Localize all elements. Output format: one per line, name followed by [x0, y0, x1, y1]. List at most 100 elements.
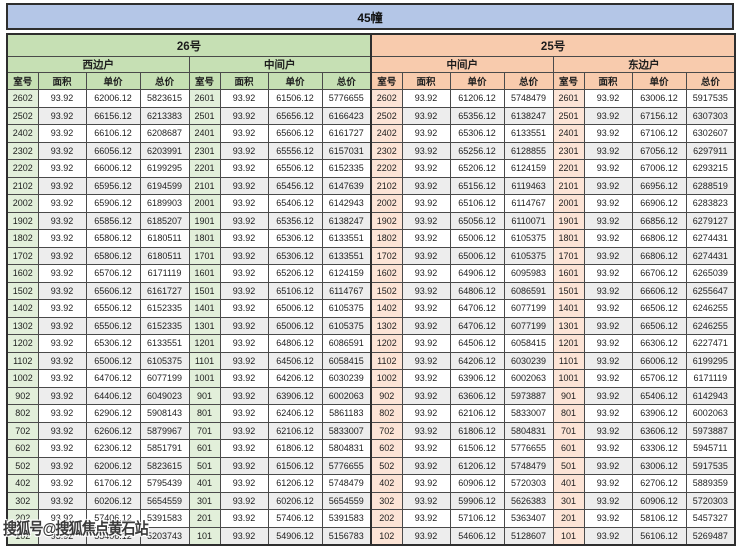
room-number-cell: 1902	[370, 211, 403, 230]
data-cell: 93.92	[37, 456, 87, 475]
data-cell: 6030239	[503, 351, 554, 370]
room-number-cell: 2301	[188, 141, 221, 160]
data-cell: 5917535	[685, 456, 736, 475]
data-cell: 6185207	[139, 211, 190, 230]
data-cell: 64706.12	[449, 299, 505, 318]
data-cell: 66906.12	[631, 194, 687, 213]
room-number-cell: 802	[370, 404, 403, 423]
data-cell: 5748479	[503, 89, 554, 108]
room-number-cell: 2202	[6, 159, 39, 178]
room-number-cell: 401	[188, 474, 221, 493]
room-number-cell: 1502	[6, 281, 39, 300]
data-cell: 57106.12	[449, 509, 505, 528]
data-cell: 93.92	[401, 141, 451, 160]
table-row: 2602 93.92 62006.12 5823615 2601 93.92 61506.1…	[6, 89, 736, 108]
data-cell: 64506.12	[267, 351, 323, 370]
room-number-cell: 1501	[552, 281, 585, 300]
room-number-cell: 1002	[370, 369, 403, 388]
data-cell: 6138247	[321, 211, 372, 230]
data-cell: 93.92	[401, 211, 451, 230]
data-cell: 93.92	[401, 456, 451, 475]
data-cell: 6133551	[321, 229, 372, 248]
data-cell: 93.92	[401, 106, 451, 125]
data-cell: 6002063	[503, 369, 554, 388]
room-number-cell: 201	[188, 509, 221, 528]
data-cell: 6058415	[321, 351, 372, 370]
data-cell: 62306.12	[85, 439, 141, 458]
data-cell: 65356.12	[449, 106, 505, 125]
room-number-cell: 801	[188, 404, 221, 423]
data-cell: 6161727	[321, 124, 372, 143]
data-cell: 5833007	[503, 404, 554, 423]
data-cell: 5654559	[321, 491, 372, 510]
data-cell: 66006.12	[85, 159, 141, 178]
data-cell: 93.92	[37, 474, 87, 493]
data-cell: 63606.12	[631, 421, 687, 440]
data-cell: 60206.12	[85, 491, 141, 510]
data-cell: 6279127	[685, 211, 736, 230]
data-cell: 6283823	[685, 194, 736, 213]
data-cell: 93.92	[219, 421, 269, 440]
data-cell: 5720303	[503, 474, 554, 493]
table-row: 1502 93.92 65606.12 6161727 1501 93.92 65106.1…	[6, 281, 736, 300]
data-cell: 62606.12	[85, 421, 141, 440]
data-cell: 6297911	[685, 141, 736, 160]
data-cell: 6077199	[139, 369, 190, 388]
table-row: 2102 93.92 65956.12 6194599 2101 93.92 65456.1…	[6, 176, 736, 195]
data-cell: 54606.12	[449, 526, 505, 546]
room-number-cell: 1602	[370, 264, 403, 283]
table-row: 1102 93.92 65006.12 6105375 1101 93.92 64506.1…	[6, 351, 736, 370]
data-cell: 6180511	[139, 229, 190, 248]
data-cell: 93.92	[219, 264, 269, 283]
table-row: 302 93.92 60206.12 5654559 301 93.92 60206.12 5…	[6, 491, 736, 510]
room-number-cell: 1701	[188, 246, 221, 265]
unit-type-header: 中间户	[370, 56, 554, 73]
data-cell: 61206.12	[449, 456, 505, 475]
room-number-cell: 2602	[6, 89, 39, 108]
column-header: 总价	[503, 72, 554, 90]
data-cell: 6147639	[321, 176, 372, 195]
data-cell: 93.92	[37, 124, 87, 143]
table-row: 702 93.92 62606.12 5879967 701 93.92 62106.12 5…	[6, 421, 736, 440]
column-header: 单价	[85, 72, 141, 90]
table-row: 2202 93.92 66006.12 6199295 2201 93.92 65506.1…	[6, 159, 736, 178]
data-cell: 6049023	[139, 386, 190, 405]
data-cell: 61506.12	[449, 439, 505, 458]
data-cell: 65506.12	[267, 159, 323, 178]
data-cell: 6058415	[503, 334, 554, 353]
table-header: 26号 25号 西边户 中间户 中间户 东边户 室号 面积 单价 总价 室号 面积 单价 总价 室号 面积 单价…	[6, 33, 736, 90]
data-cell: 93.92	[219, 124, 269, 143]
data-cell: 93.92	[401, 421, 451, 440]
data-cell: 65506.12	[85, 316, 141, 335]
table-row: 1002 93.92 64706.12 6077199 1001 93.92 64206.1…	[6, 369, 736, 388]
column-header: 单价	[631, 72, 687, 90]
room-number-cell: 2501	[552, 106, 585, 125]
room-number-cell: 502	[6, 456, 39, 475]
table-row: 602 93.92 62306.12 5851791 601 93.92 61806.12 5…	[6, 439, 736, 458]
room-number-cell: 1501	[188, 281, 221, 300]
data-cell: 6293215	[685, 159, 736, 178]
data-cell: 93.92	[37, 334, 87, 353]
data-cell: 5363407	[503, 509, 554, 528]
room-number-cell: 1502	[370, 281, 403, 300]
data-cell: 93.92	[219, 404, 269, 423]
room-number-cell: 2502	[370, 106, 403, 125]
data-cell: 65306.12	[449, 124, 505, 143]
data-cell: 5804831	[503, 421, 554, 440]
room-number-cell: 1102	[6, 351, 39, 370]
data-cell: 66606.12	[631, 281, 687, 300]
building-header: 26号	[6, 33, 372, 57]
data-cell: 6227471	[685, 334, 736, 353]
data-cell: 6246255	[685, 299, 736, 318]
data-cell: 6114767	[503, 194, 554, 213]
data-cell: 93.92	[583, 211, 633, 230]
data-cell: 5861183	[321, 404, 372, 423]
data-cell: 65406.12	[267, 194, 323, 213]
data-cell: 65456.12	[267, 176, 323, 195]
data-cell: 64706.12	[449, 316, 505, 335]
room-number-cell: 601	[188, 439, 221, 458]
data-cell: 65006.12	[267, 299, 323, 318]
data-cell: 93.92	[583, 334, 633, 353]
room-number-cell: 1302	[6, 316, 39, 335]
room-number-cell: 202	[370, 509, 403, 528]
